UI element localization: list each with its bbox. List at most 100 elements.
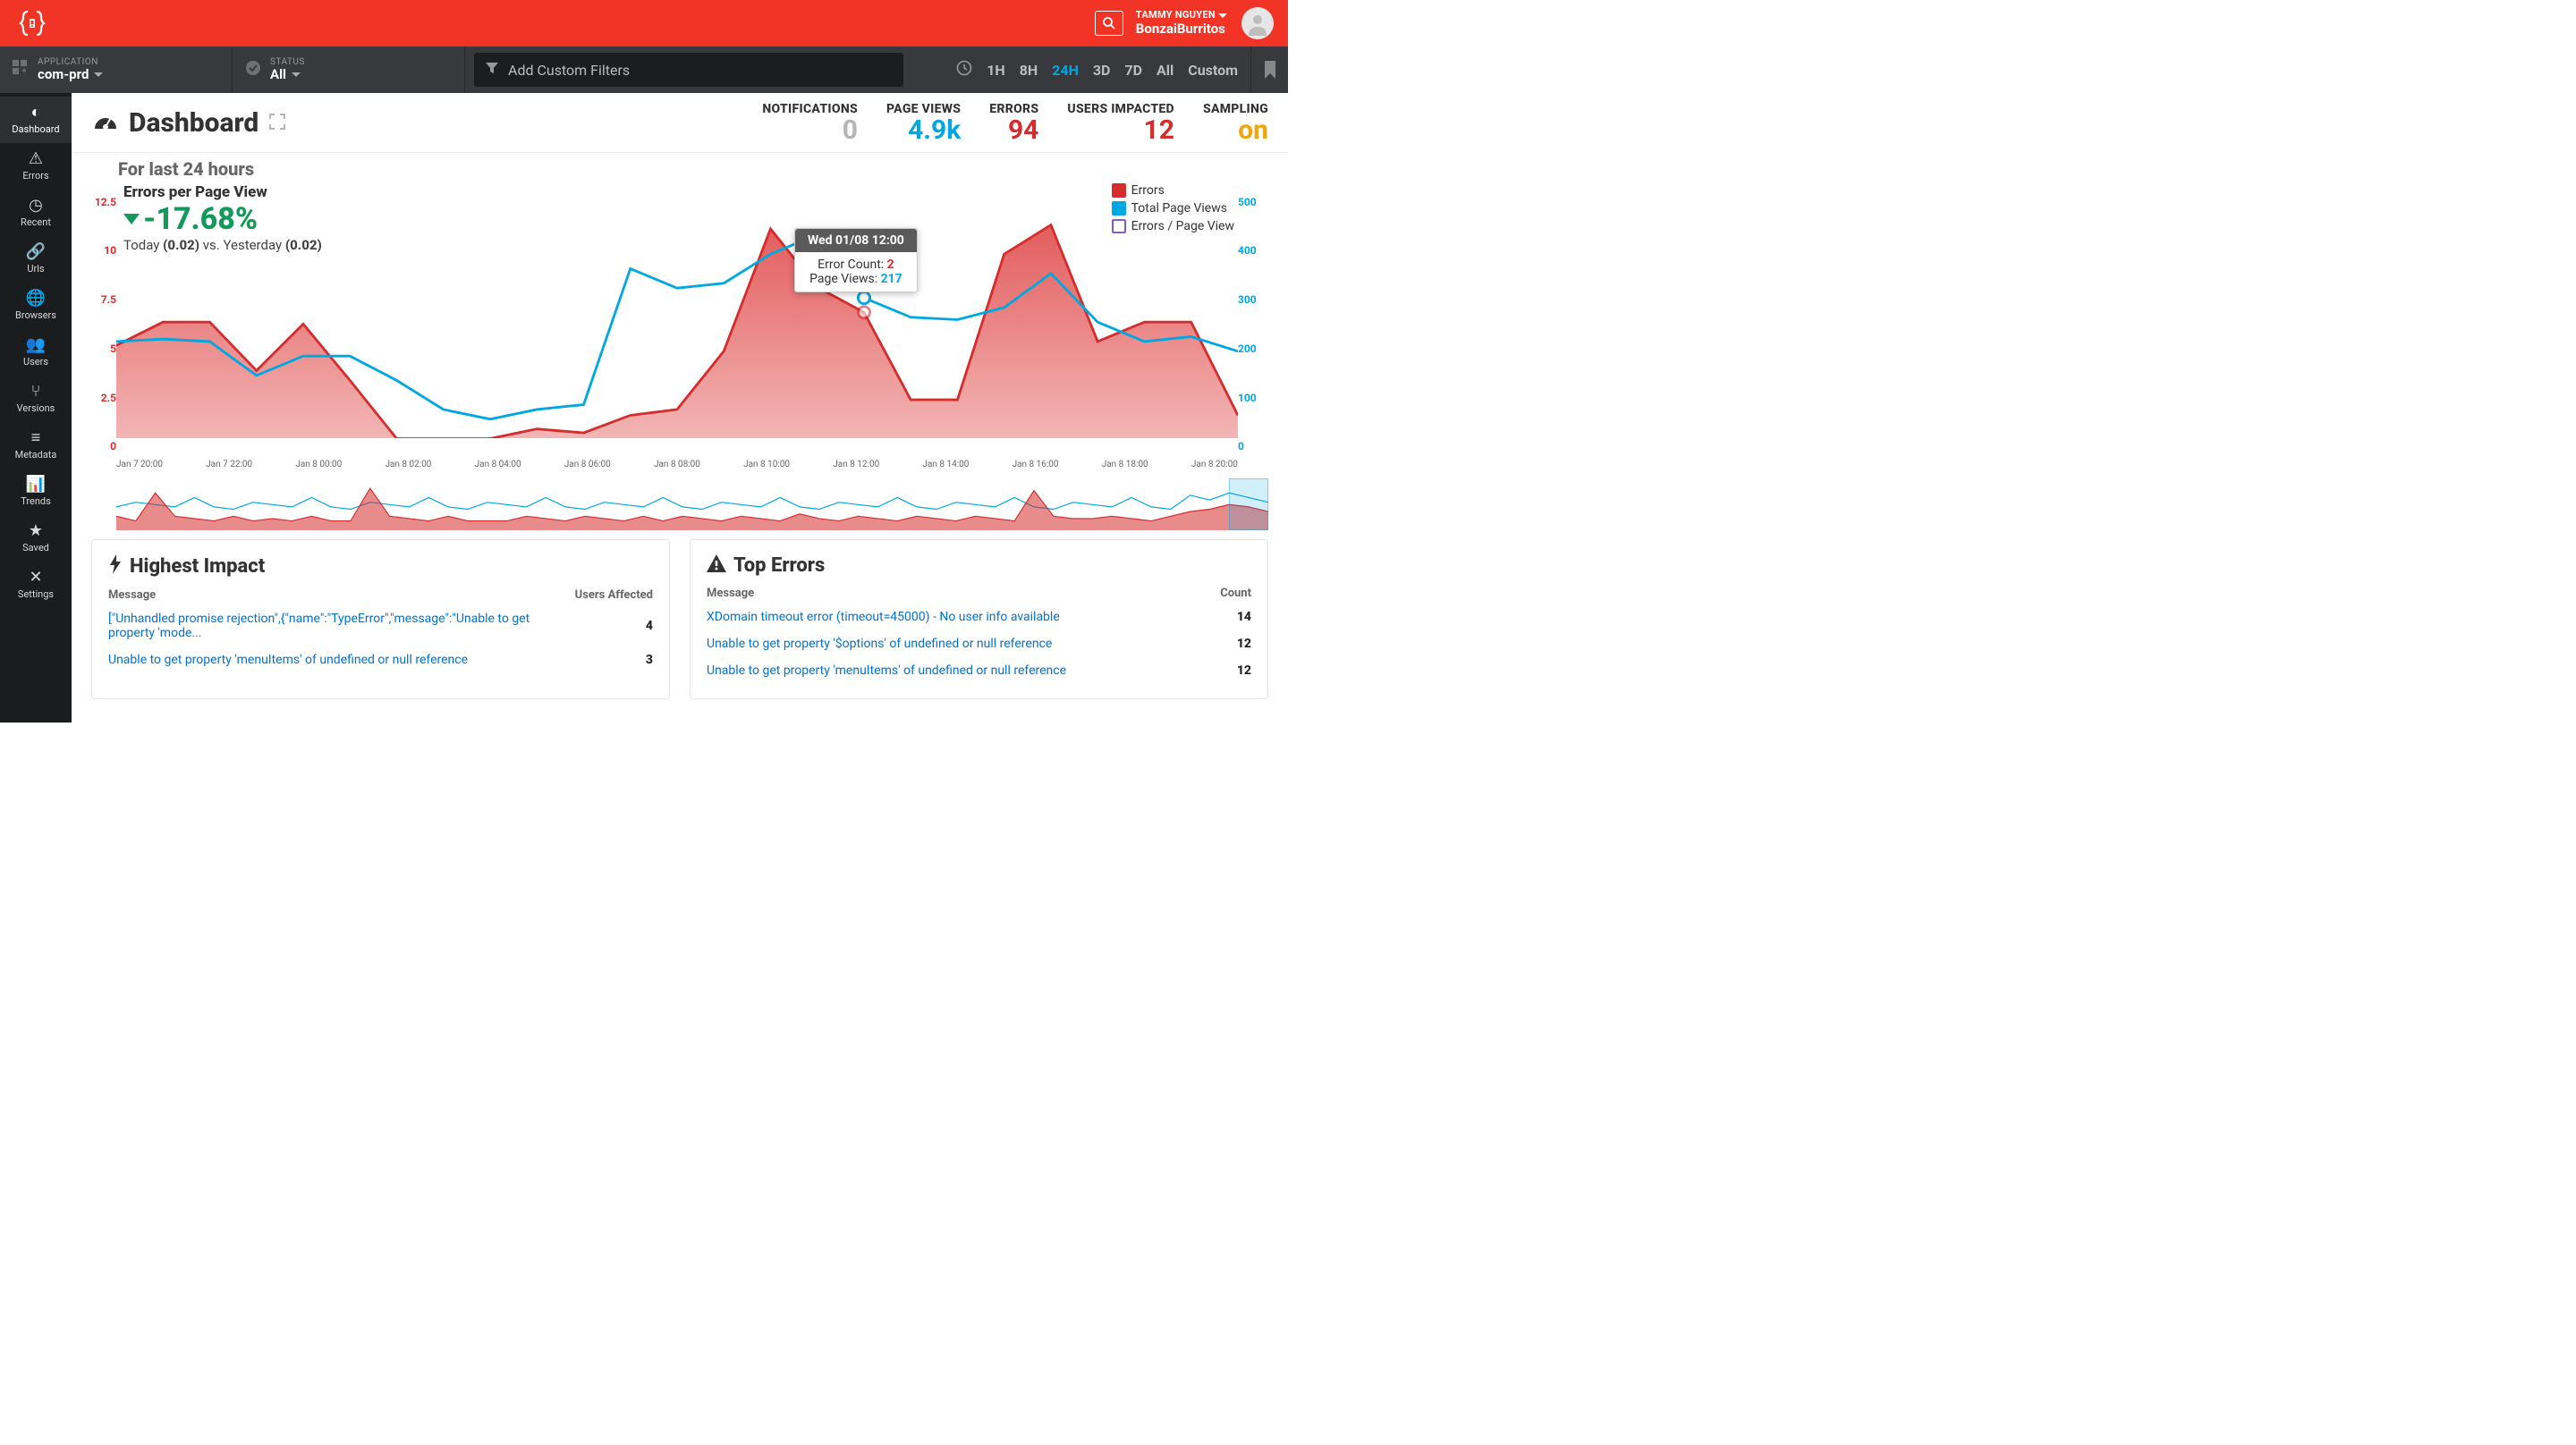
chart-area: For last 24 hours Errors per Page View -… bbox=[72, 153, 1288, 473]
range-title: For last 24 hours bbox=[118, 158, 1268, 180]
topbar: TAMMY NGUYEN BonzaiBurritos bbox=[0, 0, 1288, 46]
errors-icon: ⚠ bbox=[29, 151, 43, 167]
time-range: 1H 8H 24H 3D 7D All Custom bbox=[956, 46, 1250, 93]
tooltip-pageviews: 217 bbox=[881, 272, 902, 286]
recent-icon: ◷ bbox=[29, 198, 43, 214]
grid-icon bbox=[13, 60, 29, 80]
kpi-percent-value: -17.68% bbox=[143, 201, 258, 237]
trends-icon: 📊 bbox=[26, 477, 46, 493]
bookmark-button[interactable] bbox=[1250, 46, 1288, 93]
application-value: com-prd bbox=[38, 67, 89, 82]
top-errors-card: Top Errors Message Count XDomain timeout … bbox=[690, 539, 1268, 699]
kpi-block: Errors per Page View -17.68% Today (0.02… bbox=[123, 183, 322, 253]
content: Dashboard NOTIFICATIONS0 PAGE VIEWS4.9k ER… bbox=[72, 93, 1288, 722]
user-menu[interactable]: TAMMY NGUYEN BonzaiBurritos bbox=[1136, 10, 1227, 37]
error-message-link[interactable]: XDomain timeout error (timeout=45000) - … bbox=[707, 610, 1060, 624]
custom-filters-placeholder: Add Custom Filters bbox=[508, 62, 630, 79]
metric-notifications: NOTIFICATIONS0 bbox=[762, 102, 858, 145]
tooltip-error-count: 2 bbox=[887, 258, 894, 272]
org-name: BonzaiBurritos bbox=[1136, 21, 1225, 37]
sidebar-item-urls[interactable]: 🔗Urls bbox=[0, 236, 72, 283]
avatar[interactable] bbox=[1241, 7, 1274, 39]
filterbar: APPLICATION com-prd STATUS All Add Custo… bbox=[0, 46, 1288, 93]
swatch bbox=[1112, 183, 1126, 198]
error-message-link[interactable]: ["Unhandled promise rejection",{"name":"… bbox=[108, 612, 544, 640]
error-message-link[interactable]: Unable to get property 'menuItems' of un… bbox=[108, 653, 468, 667]
custom-filters-input[interactable]: Add Custom Filters bbox=[474, 53, 903, 87]
application-selector[interactable]: APPLICATION com-prd bbox=[0, 46, 233, 93]
browsers-icon: 🌐 bbox=[26, 291, 46, 307]
timerange-24h[interactable]: 24H bbox=[1052, 62, 1079, 79]
card-title: Highest Impact bbox=[130, 555, 265, 578]
metric-page-views: PAGE VIEWS4.9k bbox=[886, 102, 961, 145]
status-selector[interactable]: STATUS All bbox=[233, 46, 465, 93]
sidebar-item-saved[interactable]: ★Saved bbox=[0, 515, 72, 562]
table-row: ["Unhandled promise rejection",{"name":"… bbox=[108, 605, 653, 646]
table-row: XDomain timeout error (timeout=45000) - … bbox=[707, 604, 1251, 630]
metadata-icon: ≡ bbox=[31, 430, 41, 446]
timerange-8h[interactable]: 8H bbox=[1020, 62, 1038, 79]
error-message-link[interactable]: Unable to get property '$options' of und… bbox=[707, 637, 1052, 651]
sidebar-item-metadata[interactable]: ≡Metadata bbox=[0, 422, 72, 469]
timerange-custom[interactable]: Custom bbox=[1188, 62, 1238, 79]
saved-icon: ★ bbox=[29, 523, 43, 539]
search-button[interactable] bbox=[1095, 11, 1123, 36]
header-row: Dashboard NOTIFICATIONS0 PAGE VIEWS4.9k ER… bbox=[72, 93, 1288, 153]
filter-icon bbox=[485, 61, 499, 79]
legend-epv[interactable]: Errors / Page View bbox=[1112, 219, 1234, 233]
expand-icon[interactable] bbox=[267, 112, 287, 135]
mini-chart[interactable] bbox=[116, 478, 1268, 530]
timerange-7d[interactable]: 7D bbox=[1124, 62, 1142, 79]
urls-icon: 🔗 bbox=[26, 244, 46, 260]
legend-errors[interactable]: Errors bbox=[1112, 183, 1234, 198]
swatch bbox=[1112, 219, 1126, 233]
error-message-link[interactable]: Unable to get property 'menuItems' of un… bbox=[707, 663, 1066, 678]
metrics: NOTIFICATIONS0 PAGE VIEWS4.9k ERRORS94 USER… bbox=[762, 102, 1268, 145]
user-name: TAMMY NGUYEN bbox=[1136, 9, 1216, 21]
status-value: All bbox=[270, 67, 286, 82]
col-message: Message bbox=[108, 588, 156, 602]
timerange-3d[interactable]: 3D bbox=[1093, 62, 1111, 79]
versions-icon: ⑂ bbox=[31, 384, 41, 400]
timerange-1h[interactable]: 1H bbox=[987, 62, 1004, 79]
col-message: Message bbox=[707, 587, 754, 600]
dashboard-icon: ◐ bbox=[31, 105, 41, 121]
timerange-all[interactable]: All bbox=[1157, 62, 1174, 79]
metric-errors: ERRORS94 bbox=[989, 102, 1038, 145]
chevron-down-icon bbox=[1218, 13, 1227, 18]
x-axis: Jan 7 20:00Jan 7 22:00Jan 8 00:00Jan 8 0… bbox=[116, 460, 1238, 469]
legend-pageviews[interactable]: Total Page Views bbox=[1112, 201, 1234, 215]
col-users-affected: Users Affected bbox=[575, 588, 653, 602]
metric-sampling: SAMPLINGon bbox=[1203, 102, 1268, 145]
chart-tooltip: Wed 01/08 12:00 Error Count: 2 Page View… bbox=[794, 228, 918, 292]
sidebar-item-browsers[interactable]: 🌐Browsers bbox=[0, 283, 72, 329]
tooltip-timestamp: Wed 01/08 12:00 bbox=[795, 229, 917, 252]
dashboard-icon bbox=[91, 107, 120, 139]
bolt-icon bbox=[108, 554, 123, 579]
settings-icon: ✕ bbox=[29, 570, 42, 586]
kpi-title: Errors per Page View bbox=[123, 183, 322, 201]
sidebar-item-errors[interactable]: ⚠Errors bbox=[0, 143, 72, 190]
sidebar: ◐Dashboard⚠Errors◷Recent🔗Urls🌐Browsers👥U… bbox=[0, 93, 72, 722]
mini-selection[interactable] bbox=[1229, 478, 1268, 530]
kpi-subtitle: Today (0.02) vs. Yesterday (0.02) bbox=[123, 237, 322, 253]
sidebar-item-trends[interactable]: 📊Trends bbox=[0, 469, 72, 515]
highest-impact-card: Highest Impact Message Users Affected ["U… bbox=[91, 539, 670, 699]
cards-row: Highest Impact Message Users Affected ["U… bbox=[72, 539, 1288, 699]
page-title: Dashboard bbox=[129, 107, 258, 139]
users-icon: 👥 bbox=[26, 337, 46, 353]
sidebar-item-versions[interactable]: ⑂Versions bbox=[0, 376, 72, 422]
sidebar-item-dashboard[interactable]: ◐Dashboard bbox=[0, 97, 72, 143]
chevron-down-icon bbox=[94, 72, 103, 77]
card-title: Top Errors bbox=[733, 554, 825, 577]
metric-users-impacted: USERS IMPACTED12 bbox=[1067, 102, 1174, 145]
chart-legend: Errors Total Page Views Errors / Page Vi… bbox=[1112, 183, 1234, 237]
warning-icon bbox=[707, 554, 726, 578]
y-axis-left: 12.5107.552.50 bbox=[91, 196, 116, 453]
col-count: Count bbox=[1220, 587, 1251, 600]
sidebar-item-recent[interactable]: ◷Recent bbox=[0, 190, 72, 236]
sidebar-item-settings[interactable]: ✕Settings bbox=[0, 562, 72, 608]
table-row: Unable to get property '$options' of und… bbox=[707, 630, 1251, 657]
table-row: Unable to get property 'menuItems' of un… bbox=[707, 657, 1251, 684]
sidebar-item-users[interactable]: 👥Users bbox=[0, 329, 72, 376]
